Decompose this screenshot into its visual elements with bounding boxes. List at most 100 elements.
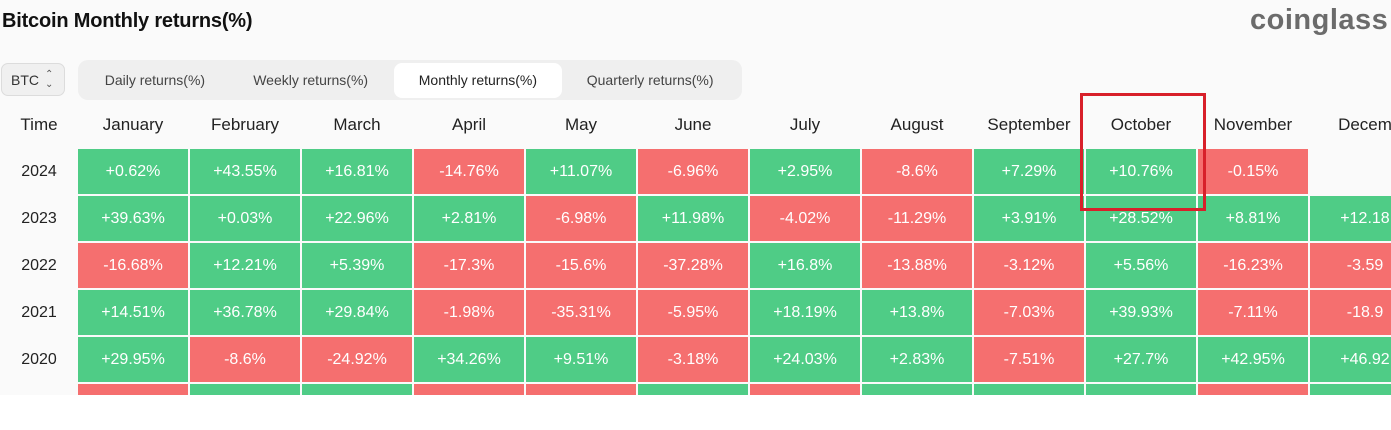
return-cell[interactable]: -5.95% [638,290,748,335]
return-cell[interactable]: +28.52% [1086,196,1196,241]
return-cell[interactable]: -8.6% [862,149,972,194]
return-cell[interactable]: +12.21% [190,243,300,288]
return-cell[interactable]: -37.28% [638,243,748,288]
column-header: March [333,115,381,134]
column-header: October [1110,115,1172,134]
return-cell[interactable]: +10.76% [1086,149,1196,194]
return-cell[interactable]: +36.78% [190,290,300,335]
column-header: May [564,115,598,134]
updown-chevron-icon: ⌃ ⌄ [45,68,54,90]
return-cell[interactable]: -16.23% [1198,243,1308,288]
year-cell: 2021 [21,304,57,321]
coin-select[interactable]: BTC ⌃ ⌄ [1,63,65,96]
return-cell[interactable]: +43.55% [190,149,300,194]
tab-daily-returns[interactable]: Daily returns(%) [104,72,206,88]
return-cell[interactable] [750,384,860,395]
return-cell[interactable] [638,384,748,395]
return-cell[interactable]: +14.51% [78,290,188,335]
return-cell[interactable]: -8.6% [190,337,300,382]
return-cell[interactable]: -16.68% [78,243,188,288]
return-cell[interactable] [862,384,972,395]
return-cell[interactable]: -6.98% [526,196,636,241]
column-header: February [210,115,280,134]
return-cell[interactable]: +34.26% [414,337,524,382]
return-cell[interactable]: -18.9 [1310,290,1391,335]
return-cell[interactable]: -1.98% [414,290,524,335]
return-cell[interactable]: -24.92% [302,337,412,382]
coinglass-logo: coinglass [1250,4,1389,36]
return-cell[interactable]: -6.96% [638,149,748,194]
return-cell[interactable]: +0.62% [78,149,188,194]
return-cell[interactable]: +5.39% [302,243,412,288]
return-cell[interactable] [1198,384,1308,395]
time-header: Time [20,115,58,134]
return-cell[interactable]: +24.03% [750,337,860,382]
return-cell[interactable]: +9.51% [526,337,636,382]
return-cell[interactable] [302,384,412,395]
column-header: Decem [1338,115,1391,134]
return-cell[interactable]: +11.07% [526,149,636,194]
table-header-row: Time January February March April May June Jul… [0,102,1391,148]
return-cell[interactable]: +2.95% [750,149,860,194]
return-cell[interactable]: -11.29% [862,196,972,241]
return-cell[interactable]: -7.03% [974,290,1084,335]
year-cell: 2022 [21,257,57,274]
return-cell[interactable]: -3.59 [1310,243,1391,288]
return-cell[interactable] [1086,384,1196,395]
table-row: 2023 +39.63% +0.03% +22.96% +2.81% -6.98% +11.… [0,196,1391,242]
column-header: July [789,115,821,134]
return-cell[interactable]: -17.3% [414,243,524,288]
tab-quarterly-returns[interactable]: Quarterly returns(%) [586,72,714,88]
table-row: 2021 +14.51% +36.78% +29.84% -1.98% -35.31% -5… [0,290,1391,336]
year-cell: 2020 [21,351,57,368]
return-cell[interactable]: +7.29% [974,149,1084,194]
return-cell[interactable]: -15.6% [526,243,636,288]
return-cell[interactable] [190,384,300,395]
return-cell[interactable]: -7.51% [974,337,1084,382]
return-cell[interactable]: +22.96% [302,196,412,241]
return-cell[interactable]: +2.83% [862,337,972,382]
return-cell[interactable]: +39.93% [1086,290,1196,335]
return-cell[interactable]: +11.98% [638,196,748,241]
return-cell[interactable]: -3.18% [638,337,748,382]
return-cell[interactable]: +13.8% [862,290,972,335]
return-cell[interactable]: -13.88% [862,243,972,288]
column-header: January [102,115,164,134]
return-cell[interactable]: +12.18 [1310,196,1391,241]
return-cell[interactable]: -35.31% [526,290,636,335]
year-cell: 2024 [21,163,57,180]
return-cell[interactable]: -14.76% [414,149,524,194]
return-cell[interactable]: -7.11% [1198,290,1308,335]
table-row: 2022 -16.68% +12.21% +5.39% -17.3% -15.6% -37.… [0,243,1391,289]
return-cell[interactable] [526,384,636,395]
return-cell[interactable]: +0.03% [190,196,300,241]
tab-weekly-returns[interactable]: Weekly returns(%) [253,72,369,88]
return-cell[interactable] [974,384,1084,395]
return-cell[interactable]: +27.7% [1086,337,1196,382]
return-cell[interactable]: +29.84% [302,290,412,335]
return-cell[interactable]: -4.02% [750,196,860,241]
return-cell[interactable]: +18.19% [750,290,860,335]
return-cell[interactable]: +8.81% [1198,196,1308,241]
return-cell[interactable]: -3.12% [974,243,1084,288]
return-cell[interactable]: +42.95% [1198,337,1308,382]
table-row: 2024 +0.62% +43.55% +16.81% -14.76% +11.07% -6… [0,149,1391,195]
return-cell[interactable]: +39.63% [78,196,188,241]
column-header: August [890,115,944,134]
returns-tabs: Daily returns(%) Weekly returns(%) Month… [78,60,742,100]
coin-select-value: BTC [11,71,39,88]
return-cell[interactable]: -0.15% [1198,149,1308,194]
return-cell[interactable]: +16.8% [750,243,860,288]
column-header: September [987,115,1071,134]
return-cell[interactable]: +5.56% [1086,243,1196,288]
return-cell[interactable]: +16.81% [302,149,412,194]
return-cell[interactable]: +29.95% [78,337,188,382]
tab-monthly-returns[interactable]: Monthly returns(%) [393,62,563,98]
column-header: June [674,115,712,134]
return-cell[interactable]: +46.92 [1310,337,1391,382]
return-cell[interactable]: +2.81% [414,196,524,241]
return-cell[interactable] [1310,384,1391,395]
return-cell[interactable]: +3.91% [974,196,1084,241]
return-cell[interactable] [78,384,188,395]
return-cell[interactable] [414,384,524,395]
